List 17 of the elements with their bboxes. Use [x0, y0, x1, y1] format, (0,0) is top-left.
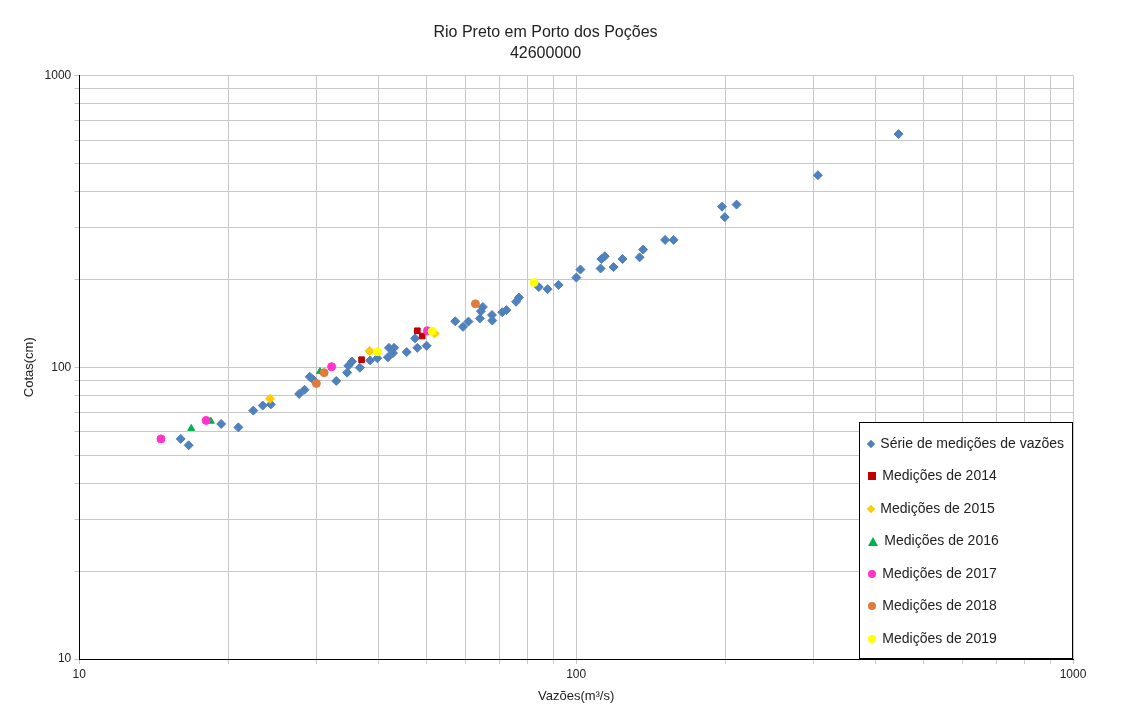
- legend-label: Medições de 2017: [882, 564, 997, 581]
- legend-label: Medições de 2015: [880, 499, 995, 516]
- x-tick-label: 1000: [1059, 666, 1087, 681]
- legend-label: Medições de 2019: [882, 629, 997, 646]
- y-tick-label: 1000: [44, 67, 72, 82]
- y-axis-title: Cotas(cm): [21, 337, 37, 398]
- x-axis-title: Vazões(m³/s): [537, 687, 615, 703]
- x-tick-label: 10: [72, 666, 87, 681]
- legend-label: Série de medições de vazões: [880, 434, 1064, 451]
- legend-label: Medições de 2018: [882, 597, 997, 613]
- y-tick-label: 10: [57, 651, 72, 666]
- x-tick-label: 100: [566, 666, 587, 681]
- chart-subtitle: 42600000: [509, 44, 582, 62]
- legend-label: Medições de 2016: [884, 532, 999, 548]
- legend-label: Medições de 2014: [882, 467, 997, 483]
- chart-title: Rio Preto em Porto dos Poções: [433, 23, 658, 41]
- y-tick-label: 100: [51, 359, 72, 374]
